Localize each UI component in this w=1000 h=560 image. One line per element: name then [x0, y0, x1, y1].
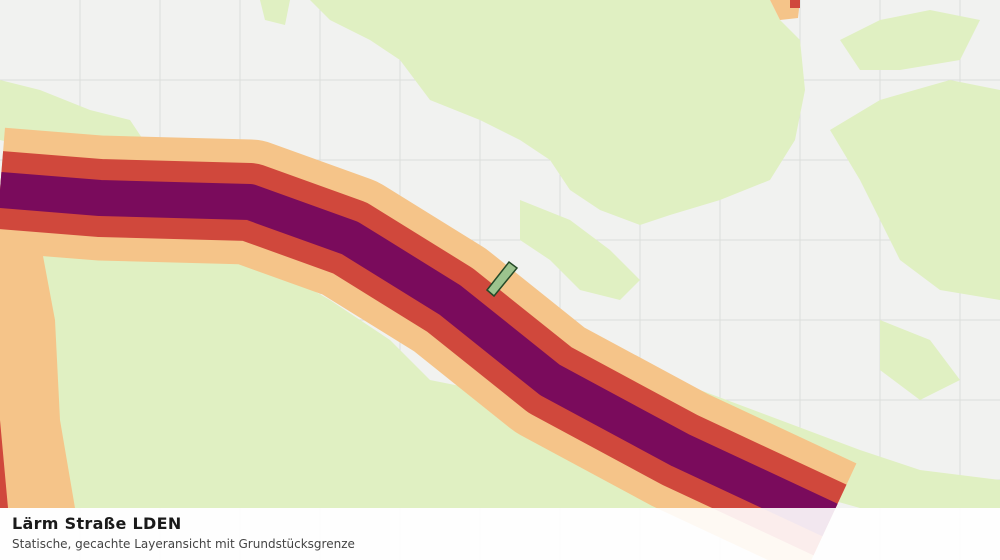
layer-title: Lärm Straße LDEN [12, 514, 182, 533]
noise-bands [0, 0, 857, 560]
layer-subtitle: Statische, gecachte Layeransicht mit Gru… [12, 537, 355, 551]
caption-panel: Lärm Straße LDEN Statische, gecachte Lay… [0, 508, 1000, 560]
parcel-boundary [485, 260, 519, 298]
